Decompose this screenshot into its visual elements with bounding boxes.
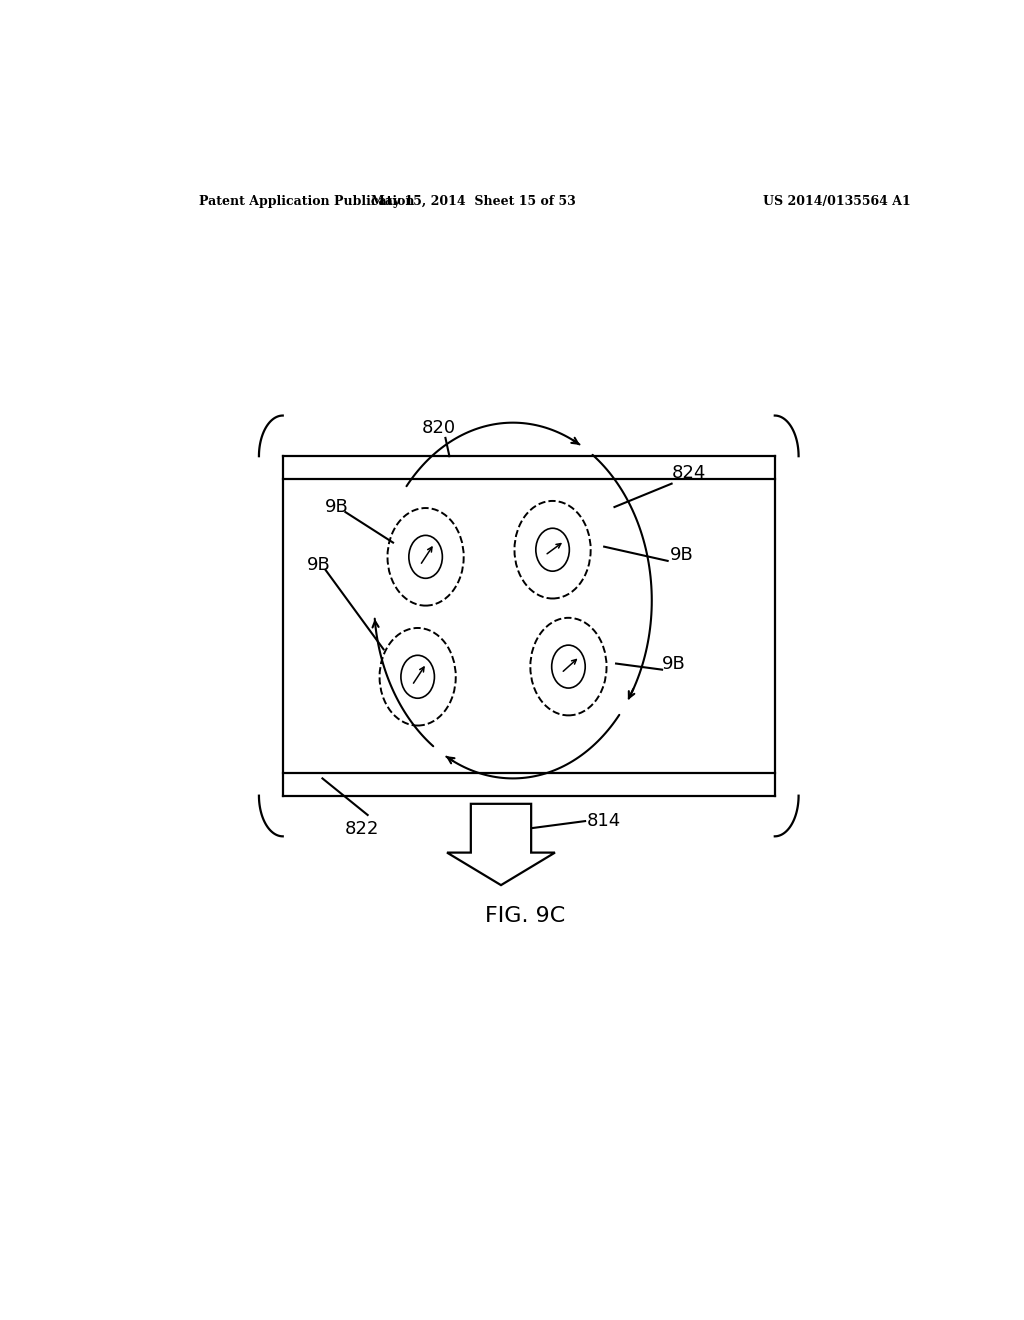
- Text: 820: 820: [422, 418, 456, 437]
- Text: May 15, 2014  Sheet 15 of 53: May 15, 2014 Sheet 15 of 53: [371, 194, 575, 207]
- Text: 9B: 9B: [670, 545, 694, 564]
- Text: 814: 814: [587, 812, 621, 830]
- Text: 9B: 9B: [325, 498, 348, 516]
- Text: 822: 822: [345, 820, 379, 838]
- Text: Patent Application Publication: Patent Application Publication: [200, 194, 415, 207]
- Text: 824: 824: [672, 465, 706, 483]
- Text: FIG. 9C: FIG. 9C: [484, 906, 565, 925]
- Text: 9B: 9B: [306, 556, 331, 574]
- Polygon shape: [447, 804, 555, 886]
- Text: US 2014/0135564 A1: US 2014/0135564 A1: [763, 194, 910, 207]
- Text: 9B: 9B: [663, 655, 686, 673]
